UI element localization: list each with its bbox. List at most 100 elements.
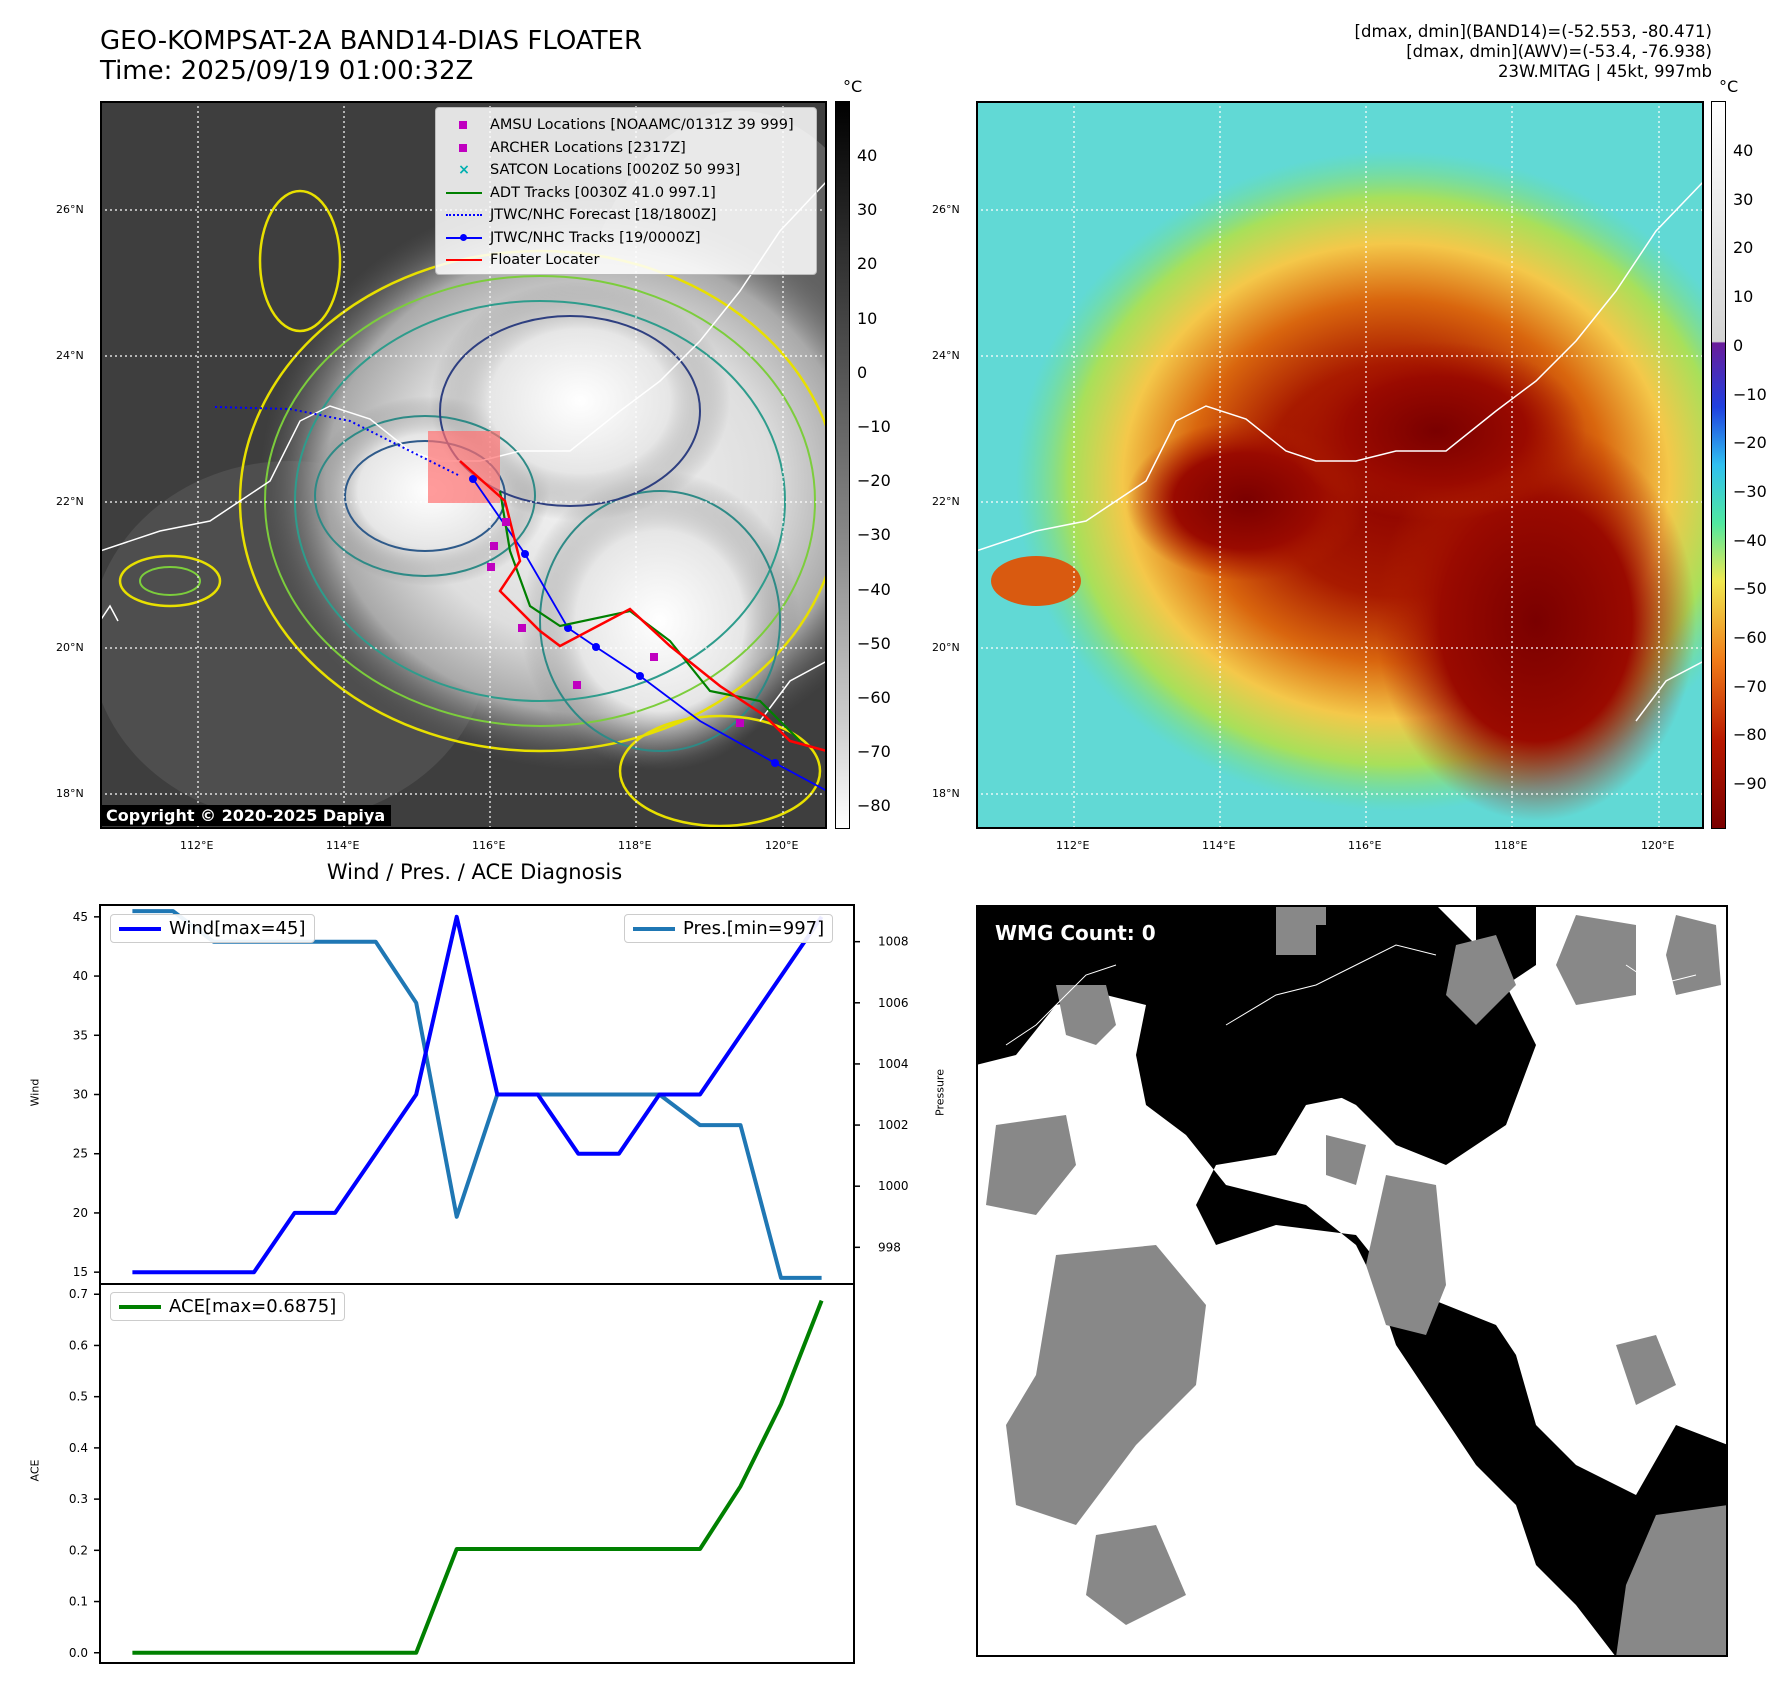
ir-lon-118: 118°E <box>618 839 652 852</box>
ir-lat-24: 24°N <box>56 349 84 362</box>
ir-lat-18: 18°N <box>56 787 84 800</box>
wind-tick-label: 15 <box>73 1265 88 1279</box>
awv-lat-26: 26°N <box>932 203 960 216</box>
ir-colorbar-tick: 20 <box>857 254 878 274</box>
ace-tick-label: 0.2 <box>69 1543 88 1557</box>
ir-lat-22: 22°N <box>56 495 84 508</box>
pressure-tick-label: 1008 <box>878 935 909 949</box>
ir-lat-20: 20°N <box>56 641 84 654</box>
awv-lat-24: 24°N <box>932 349 960 362</box>
ir-legend: AMSU Locations [NOAAMC/0131Z 39 999] ARC… <box>435 107 817 275</box>
awv-colorbar-tick: 10 <box>1733 287 1754 307</box>
awv-colorbar-tick: −70 <box>1733 676 1767 696</box>
wind-legend-label: Wind[max=45] <box>169 918 306 939</box>
wind-tick-label: 40 <box>73 969 88 983</box>
wind-tick-label: 30 <box>73 1088 88 1102</box>
ir-map-frame <box>100 101 827 829</box>
pressure-series-line <box>132 909 822 1280</box>
ir-colorbar-unit: °C <box>843 77 863 96</box>
copyright-label: Copyright © 2020-2025 Dapiya <box>100 805 392 826</box>
legend-forecast: JTWC/NHC Forecast [18/1800Z] <box>444 204 808 227</box>
ace-tick-label: 0.0 <box>69 1646 88 1660</box>
wind-legend: Wind[max=45] <box>110 914 315 943</box>
awv-colorbar <box>1711 101 1726 829</box>
pressure-legend: Pres.[min=997] <box>624 914 834 943</box>
awv-colorbar-unit: °C <box>1719 77 1739 96</box>
awv-lon-114: 114°E <box>1202 839 1236 852</box>
ir-lon-120: 120°E <box>765 839 799 852</box>
ir-colorbar-tick: 40 <box>857 146 878 165</box>
ace-tick-label: 0.4 <box>69 1441 88 1455</box>
pressure-tick-label: 1000 <box>878 1179 909 1193</box>
ace-series-line <box>132 1299 824 1655</box>
pressure-tick-label: 998 <box>878 1240 901 1254</box>
chart-time: Time: 2025/09/19 01:00:32Z <box>100 56 474 86</box>
ir-colorbar-tick: −20 <box>857 471 891 491</box>
awv-colorbar-tick: −90 <box>1733 774 1767 794</box>
ir-map-panel: AMSU Locations [NOAAMC/0131Z 39 999] ARC… <box>100 101 827 829</box>
ir-colorbar-tick: −40 <box>857 579 891 599</box>
ir-colorbar-tick: −80 <box>857 796 891 816</box>
ir-colorbar-tick: −10 <box>857 417 891 436</box>
ir-colorbar-tick: −60 <box>857 688 891 707</box>
ir-colorbar-tick: 30 <box>857 200 878 220</box>
ace-legend: ACE[max=0.6875] <box>110 1292 346 1321</box>
diagnosis-title: Wind / Pres. / ACE Diagnosis <box>326 860 623 884</box>
ace-axis-label: ACE <box>28 1459 42 1482</box>
pressure-axis-label: Pressure <box>933 1069 947 1116</box>
chart-title: GEO-KOMPSAT-2A BAND14-DIAS FLOATER <box>100 26 643 56</box>
pressure-tick-label: 1002 <box>878 1118 909 1132</box>
pressure-tick-label: 1006 <box>878 996 909 1010</box>
ace-tick-label: 0.3 <box>69 1492 88 1506</box>
awv-colorbar-tick: 30 <box>1733 189 1754 209</box>
ace-frame <box>99 1283 855 1664</box>
wmg-image <box>976 905 1728 1657</box>
awv-colorbar-tick: −40 <box>1733 530 1767 550</box>
wind-tick-label: 45 <box>73 910 88 924</box>
ir-colorbar-tick: −50 <box>857 633 891 653</box>
awv-colorbar-tick: 40 <box>1733 141 1754 160</box>
pressure-legend-label: Pres.[min=997] <box>683 918 825 939</box>
ir-colorbar-tick: −70 <box>857 742 891 762</box>
legend-floater: Floater Locater <box>444 249 808 272</box>
ir-colorbar-tick: 10 <box>857 308 878 328</box>
awv-lon-116: 116°E <box>1348 839 1382 852</box>
legend-amsu: AMSU Locations [NOAAMC/0131Z 39 999] <box>444 114 808 137</box>
awv-colorbar-tick: −30 <box>1733 481 1767 501</box>
wmg-count-label: WMG Count: 0 <box>988 919 1163 947</box>
ace-tick-label: 0.7 <box>69 1287 88 1301</box>
awv-colorbar-tick: 0 <box>1733 335 1744 355</box>
awv-colorbar-tick: −80 <box>1733 725 1767 745</box>
ir-colorbar-tick: −30 <box>857 525 891 545</box>
wind-tick-label: 25 <box>73 1147 88 1161</box>
awv-lon-112: 112°E <box>1056 839 1090 852</box>
awv-colorbar-tick: 20 <box>1733 238 1754 258</box>
awv-map-image <box>976 101 1704 829</box>
pressure-tick-label: 1004 <box>878 1057 909 1071</box>
info-line-2: [dmax, dmin](AWV)=(-53.4, -76.938) <box>1406 42 1712 61</box>
ace-tick-label: 0.6 <box>69 1338 88 1352</box>
wind-axis-label: Wind <box>28 1078 42 1107</box>
awv-map-frame <box>976 101 1704 829</box>
ace-tick-label: 0.5 <box>69 1390 88 1404</box>
wmg-frame <box>976 905 1728 1657</box>
awv-colorbar-tick: −50 <box>1733 579 1767 599</box>
wind-tick-label: 35 <box>73 1028 88 1042</box>
wind-tick-label: 20 <box>73 1206 88 1220</box>
awv-colorbar-tick: −60 <box>1733 628 1767 647</box>
legend-satcon: × SATCON Locations [0020Z 50 993] <box>458 162 741 179</box>
awv-colorbar-tick: −20 <box>1733 433 1767 453</box>
ir-lon-112: 112°E <box>180 839 214 852</box>
ir-lat-26: 26°N <box>56 203 84 216</box>
ace-legend-label: ACE[max=0.6875] <box>169 1296 337 1317</box>
info-line-1: [dmax, dmin](BAND14)=(-52.553, -80.471) <box>1354 22 1712 41</box>
info-line-3: 23W.MITAG | 45kt, 997mb <box>1498 62 1712 81</box>
awv-lat-20: 20°N <box>932 641 960 654</box>
wmg-panel: WMG Count: 0 <box>976 905 1728 1657</box>
legend-archer: ARCHER Locations [2317Z] <box>444 137 808 160</box>
ir-colorbar-tick: 0 <box>857 362 868 382</box>
ir-lon-114: 114°E <box>326 839 360 852</box>
ir-colorbar <box>835 101 850 829</box>
legend-adt: ADT Tracks [0030Z 41.0 997.1] <box>444 182 808 205</box>
ir-lon-116: 116°E <box>472 839 506 852</box>
